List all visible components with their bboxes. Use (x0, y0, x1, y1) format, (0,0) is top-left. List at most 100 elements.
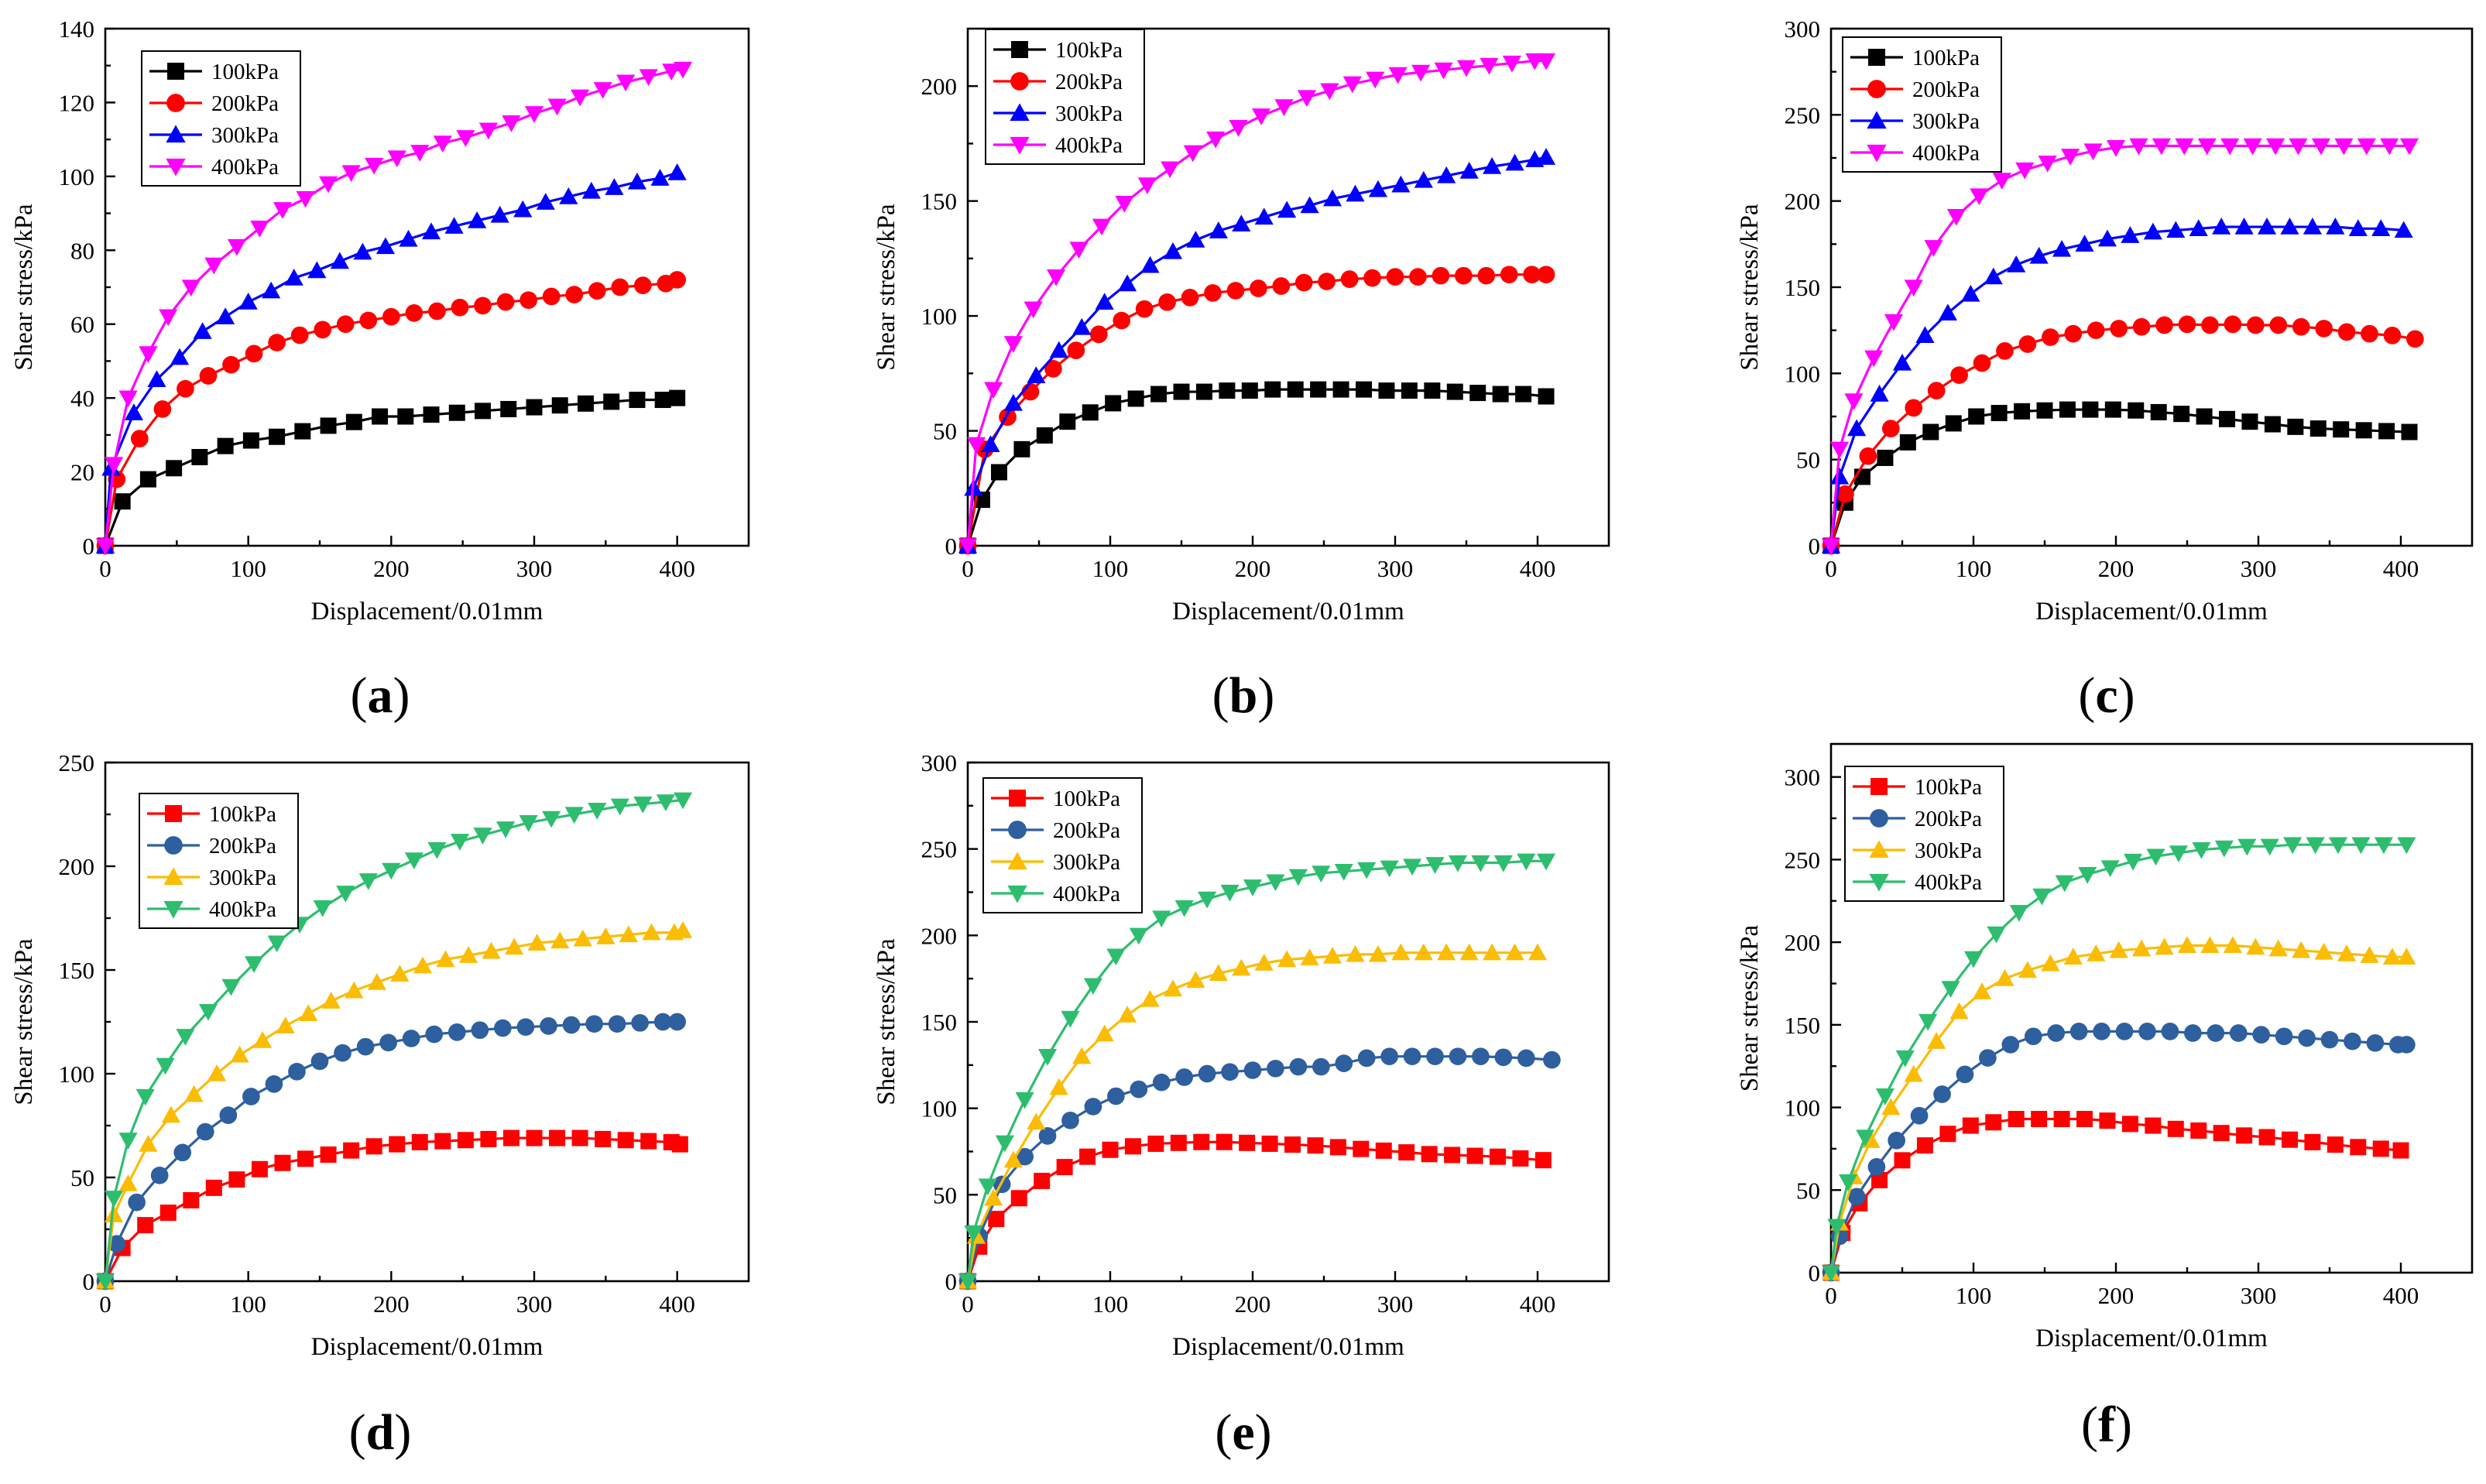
data-point (1027, 1112, 1046, 1130)
panel-label-open-paren: ( (1212, 667, 1229, 724)
y-tick-label: 250 (1785, 846, 1821, 873)
data-point (1163, 242, 1183, 259)
data-point (1459, 943, 1479, 961)
data-point (1277, 200, 1297, 218)
data-point (2220, 138, 2240, 156)
data-point (2132, 317, 2151, 336)
data-point (1927, 382, 1946, 399)
data-point (1024, 301, 1043, 319)
data-point (1003, 393, 1023, 411)
data-point (320, 417, 337, 434)
data-point (673, 792, 693, 810)
data-point (181, 279, 201, 297)
data-point (421, 222, 441, 240)
data-point (1871, 1171, 1888, 1188)
data-point (605, 178, 624, 195)
data-point (1821, 1265, 1841, 1283)
y-tick-label: 50 (1796, 1177, 1820, 1204)
data-point (1320, 83, 1339, 101)
data-point (1398, 1144, 1415, 1161)
data-point (1961, 284, 1980, 302)
data-point (673, 921, 693, 938)
series-400kPa (1821, 837, 2416, 1283)
data-point (1847, 1188, 1866, 1206)
data-point (1847, 419, 1867, 437)
data-point (2169, 845, 2189, 862)
data-point (399, 229, 418, 247)
data-point (2099, 1112, 2116, 1129)
data-point (1206, 131, 1226, 149)
data-point (610, 798, 629, 816)
data-point (191, 448, 208, 465)
data-point (2350, 1139, 2367, 1156)
data-point (135, 1088, 155, 1106)
data-point (519, 815, 538, 832)
data-point (1411, 64, 1431, 82)
data-point (2246, 316, 2265, 334)
data-point (1454, 266, 1473, 285)
data-point (139, 471, 156, 488)
legend-marker (166, 125, 186, 143)
data-point (1107, 1087, 1125, 1105)
data-point (156, 1057, 175, 1075)
data-point (2129, 138, 2148, 156)
data-point (2155, 316, 2173, 334)
legend-marker (1867, 111, 1887, 129)
data-point (2214, 840, 2234, 858)
data-point (2121, 1116, 2138, 1133)
data-point (1288, 869, 1308, 886)
data-point (198, 1003, 218, 1021)
x-tick-label: 400 (2383, 555, 2419, 582)
data-point (1102, 1141, 1119, 1158)
y-tick-label: 250 (921, 836, 958, 863)
data-point (1536, 148, 1556, 165)
data-point (1469, 385, 1486, 402)
data-point (1437, 943, 1456, 961)
series-line (966, 59, 1547, 547)
series-line (966, 388, 1547, 547)
data-point (2132, 939, 2152, 957)
data-point (633, 796, 653, 814)
legend: 100kPa 200kPa 300kPa 400kPa (141, 50, 301, 187)
y-tick-label: 200 (921, 73, 958, 100)
data-point (2268, 939, 2288, 957)
y-tick-label: 100 (921, 1095, 958, 1122)
data-point (2281, 1131, 2298, 1148)
data-point (549, 1129, 566, 1146)
data-point (671, 1136, 688, 1153)
data-point (2015, 162, 2035, 180)
data-point (105, 457, 124, 475)
data-point (1150, 386, 1168, 403)
data-point (2087, 321, 2105, 340)
data-point (562, 1016, 581, 1034)
data-point (1984, 267, 2003, 285)
data-point (2327, 1136, 2344, 1153)
x-tick-label: 400 (1520, 1290, 1556, 1318)
data-point (425, 1025, 444, 1044)
data-point (988, 1211, 1005, 1228)
data-point (2087, 944, 2106, 961)
data-point (1152, 910, 1171, 928)
x-tick-label: 200 (1235, 1290, 1271, 1318)
data-point (299, 1004, 318, 1021)
data-point (365, 157, 384, 175)
x-tick-label: 200 (373, 555, 410, 582)
data-point (268, 334, 286, 351)
data-point (1875, 1088, 1895, 1105)
data-point (410, 145, 430, 162)
data-point (1274, 99, 1294, 117)
data-point (595, 1130, 612, 1147)
data-point (2150, 403, 2167, 420)
data-point (1972, 982, 1992, 999)
data-point (1183, 145, 1202, 163)
data-point (290, 326, 309, 344)
legend-marker (1010, 103, 1030, 122)
data-point (526, 1129, 543, 1146)
series-line (104, 1136, 681, 1282)
data-point (2083, 143, 2103, 161)
data-point (1500, 266, 1518, 284)
data-point (1342, 76, 1362, 94)
data-point (1363, 269, 1381, 287)
data-point (2032, 888, 2052, 906)
legend: 100kPa 200kPa 300kPa 400kPa (1842, 36, 2002, 173)
